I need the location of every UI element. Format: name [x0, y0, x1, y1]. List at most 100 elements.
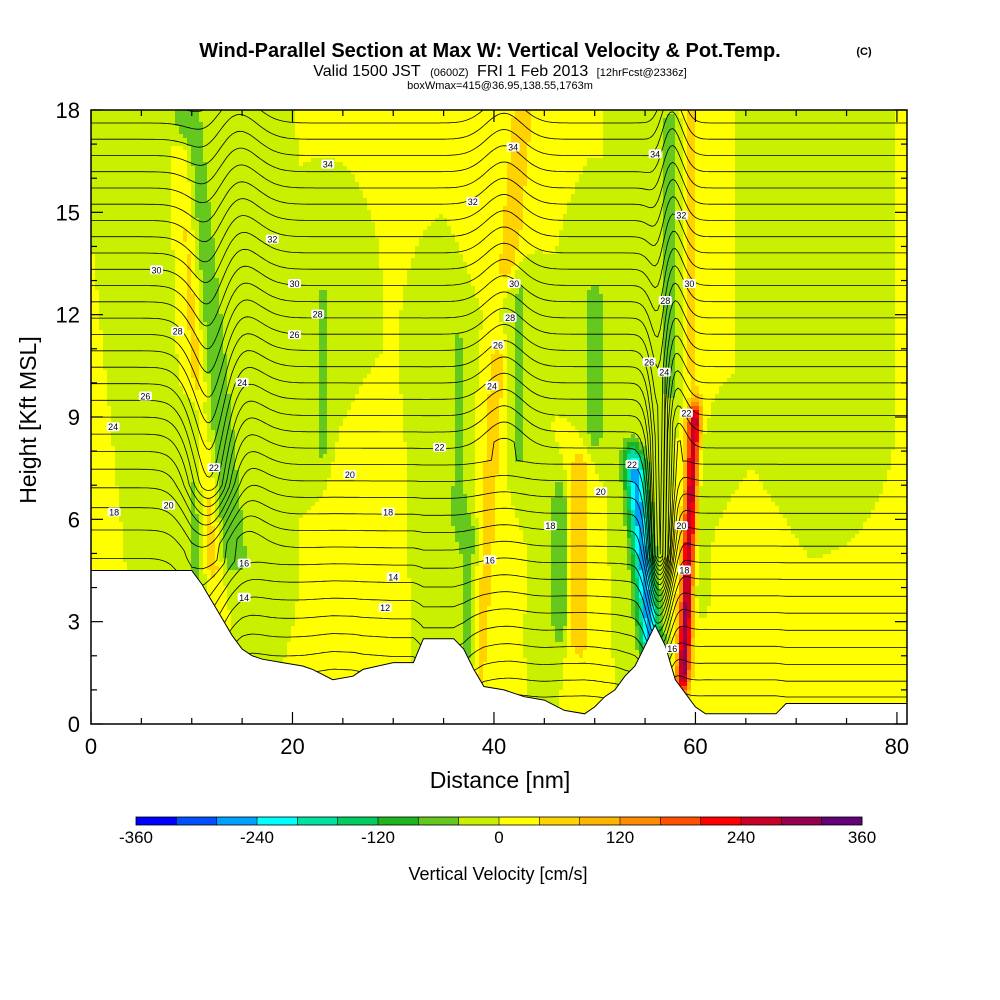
- contour-label: 26: [287, 330, 301, 340]
- velocity-cell: [507, 474, 568, 479]
- velocity-cell: [587, 386, 604, 391]
- velocity-cell: [455, 446, 464, 451]
- velocity-cell: [95, 258, 176, 263]
- velocity-cell: [455, 350, 464, 355]
- colorbar-swatch: [539, 817, 581, 825]
- velocity-cell: [463, 342, 480, 347]
- velocity-cell: [471, 522, 480, 527]
- velocity-cell: [675, 174, 684, 179]
- velocity-cell: [635, 530, 640, 535]
- velocity-cell: [735, 174, 896, 179]
- velocity-cell: [175, 266, 188, 271]
- velocity-cell: [463, 454, 476, 459]
- velocity-cell: [703, 410, 712, 415]
- velocity-cell: [695, 174, 736, 179]
- contour-label-bg: [506, 142, 520, 152]
- velocity-cell: [603, 338, 664, 343]
- velocity-cell: [663, 378, 676, 383]
- velocity-cell: [527, 542, 552, 547]
- velocity-cell: [699, 550, 712, 555]
- velocity-cell: [635, 510, 644, 515]
- velocity-cell: [475, 534, 480, 539]
- velocity-cell: [791, 530, 860, 535]
- velocity-cell: [183, 230, 188, 235]
- velocity-cell: [199, 466, 212, 471]
- velocity-cell: [511, 134, 532, 139]
- velocity-cell: [663, 174, 676, 179]
- velocity-cell: [471, 558, 480, 563]
- velocity-cell: [495, 530, 524, 535]
- velocity-cell: [587, 162, 664, 167]
- velocity-cell: [91, 226, 172, 231]
- velocity-cell: [227, 562, 244, 567]
- velocity-cell: [895, 290, 907, 295]
- velocity-cell: [675, 362, 684, 367]
- velocity-cell: [411, 602, 464, 607]
- velocity-cell: [687, 262, 696, 267]
- velocity-cell: [587, 562, 608, 567]
- velocity-cell: [207, 518, 212, 523]
- velocity-cell: [219, 558, 228, 563]
- velocity-cell: [635, 514, 644, 519]
- velocity-cell: [663, 126, 676, 131]
- velocity-cell: [171, 218, 192, 223]
- velocity-cell: [683, 218, 688, 223]
- velocity-cell: [895, 286, 907, 291]
- contour-label-bg: [648, 149, 662, 159]
- velocity-cell: [191, 482, 196, 487]
- velocity-cell: [507, 394, 516, 399]
- velocity-cell: [223, 546, 248, 551]
- velocity-cell: [567, 646, 576, 651]
- velocity-cell: [195, 190, 208, 195]
- velocity-cell: [683, 382, 692, 387]
- velocity-cell: [411, 614, 464, 619]
- velocity-cell: [683, 150, 688, 155]
- velocity-cell: [195, 506, 204, 511]
- velocity-cell: [683, 254, 688, 259]
- velocity-cell: [895, 302, 907, 307]
- velocity-cell: [687, 190, 696, 195]
- velocity-cell: [475, 438, 488, 443]
- velocity-cell: [663, 346, 676, 351]
- theta-contour: [91, 437, 907, 591]
- velocity-cell: [695, 370, 736, 375]
- velocity-cell: [479, 626, 488, 631]
- velocity-cell: [327, 414, 348, 419]
- velocity-cell: [687, 230, 696, 235]
- velocity-cell: [643, 466, 648, 471]
- velocity-cell: [599, 290, 664, 295]
- velocity-cell: [611, 638, 636, 643]
- velocity-cell: [571, 534, 588, 539]
- velocity-cell: [479, 606, 488, 611]
- velocity-cell: [199, 378, 204, 383]
- velocity-cell: [215, 526, 220, 531]
- contour-label-text: 26: [140, 392, 150, 402]
- velocity-cell: [691, 566, 696, 571]
- velocity-cell: [91, 498, 120, 503]
- theta-contour: [91, 421, 907, 586]
- velocity-cell: [551, 538, 568, 543]
- velocity-cell: [587, 450, 620, 455]
- velocity-cell: [683, 586, 692, 591]
- velocity-cell: [659, 626, 664, 631]
- velocity-cell: [123, 526, 192, 531]
- velocity-cell: [679, 554, 684, 559]
- contour-label: 24: [235, 377, 249, 388]
- velocity-cell: [191, 554, 200, 559]
- velocity-cell: [319, 334, 328, 339]
- velocity-cell: [487, 438, 500, 443]
- velocity-cell: [895, 374, 907, 379]
- velocity-cell: [627, 542, 632, 547]
- velocity-cell: [735, 214, 896, 219]
- velocity-cell: [587, 158, 664, 163]
- velocity-cell: [711, 406, 896, 411]
- velocity-cell: [895, 158, 907, 163]
- contour-label: 14: [237, 592, 251, 603]
- velocity-cell: [399, 342, 456, 347]
- velocity-cell: [639, 574, 644, 579]
- velocity-cell: [895, 258, 907, 263]
- velocity-cell: [587, 530, 608, 535]
- velocity-cell: [219, 534, 224, 539]
- velocity-cell: [119, 514, 192, 519]
- velocity-cell: [399, 322, 484, 327]
